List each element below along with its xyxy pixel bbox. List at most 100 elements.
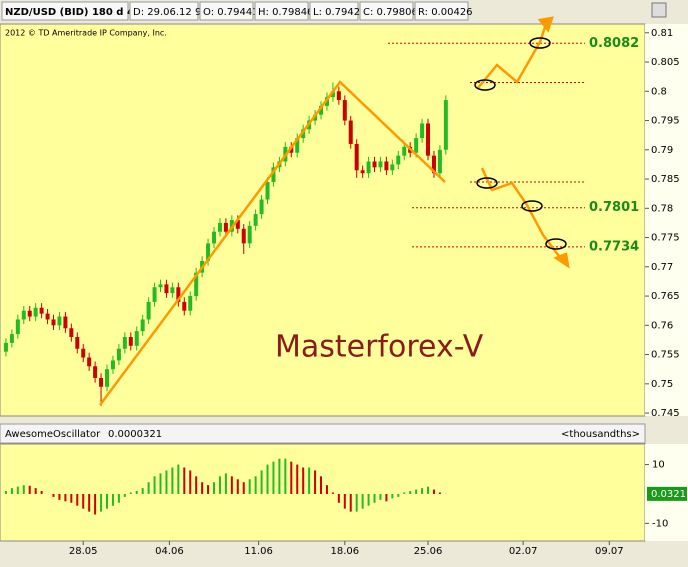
candle-body bbox=[33, 307, 38, 317]
y-tick-label: 0.785 bbox=[651, 174, 680, 185]
candle-body bbox=[247, 225, 252, 244]
markers bbox=[474, 37, 567, 250]
level-label: 0.7734 bbox=[589, 239, 639, 254]
last-value-box bbox=[647, 486, 687, 501]
candle-body bbox=[360, 170, 365, 174]
watermark: Masterforex-V bbox=[275, 330, 484, 365]
candle-body bbox=[212, 231, 217, 244]
candle-body bbox=[348, 120, 353, 144]
y-tick-label: 0.805 bbox=[651, 57, 680, 68]
candle-body bbox=[116, 348, 121, 361]
copyright: 2012 © TD Ameritrade IP Company, Inc. bbox=[5, 29, 167, 38]
candle-body bbox=[206, 243, 211, 261]
candle-body bbox=[354, 143, 359, 171]
candle-body bbox=[182, 301, 187, 311]
header-cell bbox=[199, 1, 254, 21]
candle-body bbox=[336, 91, 341, 101]
candle-body bbox=[87, 357, 92, 367]
candle-body bbox=[378, 161, 383, 168]
candle-body bbox=[366, 161, 371, 174]
candle-body bbox=[301, 129, 306, 139]
candle-body bbox=[330, 91, 335, 98]
price-pane bbox=[0, 23, 646, 417]
marker bbox=[474, 79, 496, 91]
candle-body bbox=[437, 149, 442, 174]
candle-body bbox=[259, 199, 264, 215]
x-tick-label: 11.06 bbox=[244, 546, 273, 557]
x-tick-label: 04.06 bbox=[155, 546, 184, 557]
candle-body bbox=[396, 155, 401, 165]
x-tick-label: 18.06 bbox=[330, 546, 359, 557]
candle-body bbox=[128, 337, 133, 346]
candle-body bbox=[265, 181, 270, 200]
header-cell bbox=[414, 1, 469, 21]
up-arrowhead bbox=[537, 16, 554, 33]
candle-body bbox=[372, 161, 377, 168]
candle-body bbox=[134, 331, 139, 346]
up-arrow bbox=[477, 23, 548, 89]
x-tick-label: 28.05 bbox=[69, 546, 98, 557]
candle-body bbox=[63, 316, 68, 329]
candle-body bbox=[188, 296, 193, 311]
osc-tick-label: 10 bbox=[652, 460, 665, 471]
candle-body bbox=[93, 366, 98, 378]
candle-body bbox=[414, 138, 419, 153]
candle-body bbox=[390, 164, 395, 171]
y-tick-label: 0.745 bbox=[651, 408, 680, 419]
price-axis bbox=[645, 24, 688, 416]
osc-header bbox=[0, 423, 646, 444]
settings-button[interactable] bbox=[651, 2, 667, 18]
header-text: C: 0.79806 bbox=[363, 7, 418, 18]
y-tick-label: 0.81 bbox=[651, 28, 673, 39]
y-tick-label: 0.8 bbox=[651, 86, 667, 97]
osc-tick-label: -10 bbox=[652, 518, 668, 529]
candle-body bbox=[81, 348, 86, 358]
down-arrow bbox=[480, 167, 563, 261]
header-text: NZD/USD (BID) 180 d 4h bbox=[5, 7, 141, 18]
candle-body bbox=[51, 319, 56, 326]
y-tick-label: 0.78 bbox=[651, 203, 673, 214]
header-cell bbox=[254, 1, 309, 21]
candle-body bbox=[241, 228, 246, 244]
candle-body bbox=[176, 287, 181, 302]
candle-body bbox=[122, 337, 127, 349]
x-tick-label: 09.07 bbox=[595, 546, 624, 557]
marker bbox=[476, 177, 498, 189]
candle-body bbox=[105, 369, 110, 387]
candle-body bbox=[431, 155, 436, 174]
header-cell bbox=[129, 1, 199, 21]
candle-body bbox=[57, 316, 62, 326]
x-tick-label: 25.06 bbox=[414, 546, 443, 557]
marker bbox=[545, 238, 567, 250]
candle-body bbox=[319, 105, 324, 115]
y-tick-label: 0.775 bbox=[651, 233, 680, 244]
candle-body bbox=[69, 328, 74, 338]
candle-body bbox=[146, 301, 151, 320]
candle-body bbox=[75, 337, 80, 349]
level-label: 0.8082 bbox=[589, 36, 639, 51]
candle-body bbox=[384, 161, 389, 171]
x-tick-label: 02.07 bbox=[509, 546, 538, 557]
candle-body bbox=[402, 146, 407, 156]
down-arrowhead bbox=[553, 252, 570, 269]
header-cell bbox=[359, 1, 414, 21]
candle-body bbox=[15, 319, 20, 335]
candle-body bbox=[39, 307, 44, 314]
candle-body bbox=[295, 138, 300, 153]
y-tick-label: 0.75 bbox=[651, 379, 673, 390]
candle-body bbox=[443, 100, 448, 150]
y-tick-label: 0.77 bbox=[651, 262, 673, 273]
osc-units: <thousandths> bbox=[561, 429, 640, 440]
candle-body bbox=[110, 360, 115, 370]
header-text: O: 0.79441 bbox=[203, 7, 259, 18]
header-text: D: 29.06.12 9:00 bbox=[133, 7, 217, 18]
candle-body bbox=[27, 310, 32, 317]
candle-body bbox=[3, 342, 8, 352]
candle-body bbox=[140, 319, 145, 332]
y-tick-label: 0.795 bbox=[651, 116, 680, 127]
candle-body bbox=[170, 287, 175, 294]
y-tick-label: 0.76 bbox=[651, 320, 673, 331]
osc-name: AwesomeOscillator bbox=[5, 429, 101, 440]
candle-body bbox=[342, 100, 347, 121]
